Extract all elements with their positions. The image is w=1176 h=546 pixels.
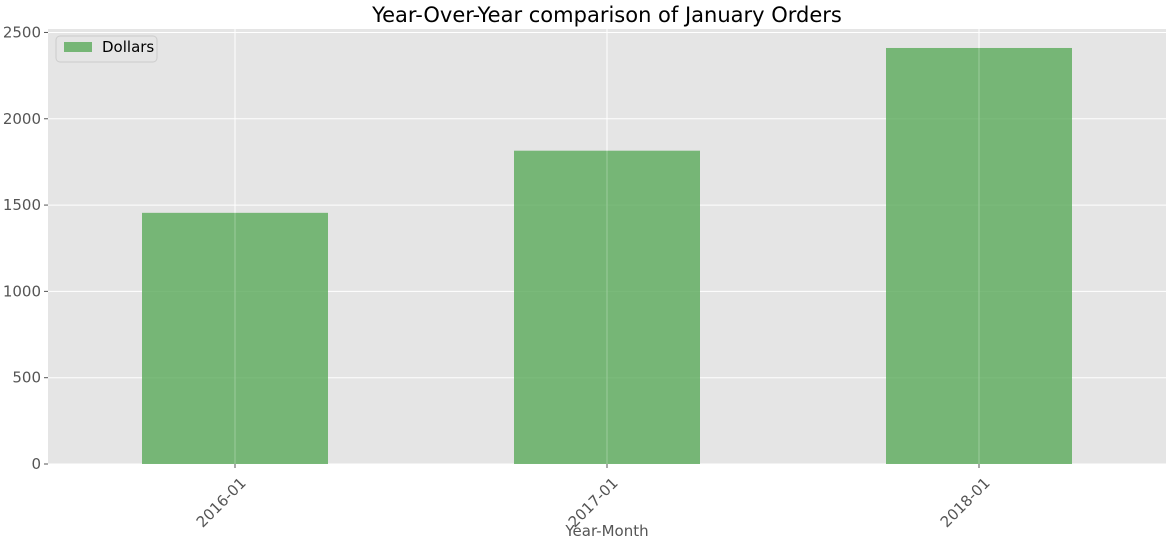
bar-2016-01 <box>142 212 328 464</box>
legend-label: Dollars <box>102 38 154 56</box>
y-tick-label: 2500 <box>3 23 41 41</box>
y-tick-label: 500 <box>12 369 41 387</box>
legend-swatch <box>64 42 92 52</box>
bar-2018-01 <box>886 47 1072 464</box>
y-tick-label: 0 <box>31 455 41 473</box>
bars <box>142 29 1072 465</box>
x-axis-label: Year-Month <box>564 522 648 540</box>
x-tick-label: 2016-01 <box>193 474 250 531</box>
y-tick-label: 2000 <box>3 110 41 128</box>
x-tick-label: 2018-01 <box>937 474 994 531</box>
legend: Dollars <box>55 35 158 63</box>
y-tick-label: 1500 <box>3 196 41 214</box>
chart-title: Year-Over-Year comparison of January Ord… <box>371 3 842 27</box>
bar-2017-01 <box>514 150 700 465</box>
y-tick-label: 1000 <box>3 282 41 300</box>
